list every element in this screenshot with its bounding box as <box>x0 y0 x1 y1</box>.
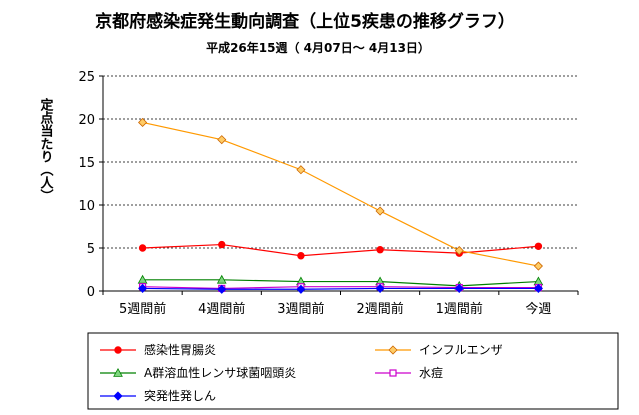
series-line <box>142 286 539 290</box>
data-point-series-5 <box>296 284 306 294</box>
x-tick-labels: 5週間前 4週間前 3週間前 2週間前 1週間前 今週 <box>119 301 551 317</box>
data-point-series-5 <box>375 283 385 293</box>
y-tick-label: 10 <box>78 199 95 214</box>
legend-box <box>87 332 619 410</box>
data-point-series-1 <box>138 244 147 252</box>
legend-label: A群溶血性レンサ球菌咽頭炎 <box>144 365 296 380</box>
legend-label: インフルエンザ <box>419 343 503 357</box>
data-point-series-1 <box>376 246 384 254</box>
series-lines <box>137 117 544 294</box>
x-tick-label: 3週間前 <box>277 301 324 317</box>
y-tick-label: 0 <box>87 285 95 300</box>
data-point-series-2 <box>454 246 464 256</box>
data-point-series-1 <box>534 242 543 250</box>
gridlines <box>103 75 578 249</box>
series-line <box>142 279 539 287</box>
y-axis-label: 定点当たり（人） <box>38 97 55 202</box>
y-tick-labels: 0 5 10 15 20 25 <box>78 70 95 300</box>
legend-item-2: インフルエンザ <box>375 343 503 357</box>
legend-item-4: 水痘 <box>375 365 443 380</box>
y-tick-label: 25 <box>78 70 95 85</box>
data-point-series-1 <box>218 240 226 249</box>
x-tick-label: 1週間前 <box>436 301 483 317</box>
data-point-series-2 <box>296 165 306 175</box>
x-tick-label: 4週間前 <box>198 301 245 317</box>
series-5 <box>138 283 543 294</box>
y-tick-label: 15 <box>78 156 95 171</box>
y-tick-label: 20 <box>78 113 95 128</box>
data-point-series-5 <box>217 284 227 294</box>
legend-label: 感染性胃腸炎 <box>144 342 216 357</box>
data-point-series-5 <box>454 283 464 293</box>
series-line <box>142 121 539 267</box>
data-point-series-2 <box>533 261 543 271</box>
data-point-series-3 <box>216 274 227 284</box>
legend-label: 水痘 <box>419 365 443 380</box>
x-tick-label: 2週間前 <box>356 301 403 317</box>
legend-marker <box>113 367 123 377</box>
series-2 <box>138 117 543 271</box>
legend-item-3: A群溶血性レンサ球菌咽頭炎 <box>100 365 296 380</box>
data-point-series-2 <box>217 135 227 145</box>
data-point-series-1 <box>297 252 305 260</box>
series-line <box>142 243 539 257</box>
chart-title: 京都府感染症発生動向調査（上位5疾患の推移グラフ） <box>95 11 515 32</box>
y-tick-label: 5 <box>87 242 95 257</box>
series-1 <box>138 240 543 260</box>
data-point-series-5 <box>533 283 543 293</box>
x-tick-label: 5週間前 <box>119 301 166 317</box>
data-point-series-2 <box>138 117 148 128</box>
legend-marker <box>113 391 123 401</box>
legend-item-5: 突発性発しん <box>100 388 216 403</box>
data-point-series-2 <box>375 206 385 216</box>
axes <box>99 75 579 295</box>
legend-marker <box>389 369 397 377</box>
legend-label: 突発性発しん <box>144 388 216 403</box>
chart-subtitle: 平成26年15週（ 4月07日～ 4月13日） <box>206 40 430 55</box>
x-tick-label: 今週 <box>525 301 551 317</box>
legend-marker <box>388 345 398 355</box>
legend-item-1: 感染性胃腸炎 <box>100 342 216 357</box>
legend-marker <box>114 346 122 354</box>
series-line <box>142 287 539 290</box>
data-point-series-5 <box>138 283 148 293</box>
